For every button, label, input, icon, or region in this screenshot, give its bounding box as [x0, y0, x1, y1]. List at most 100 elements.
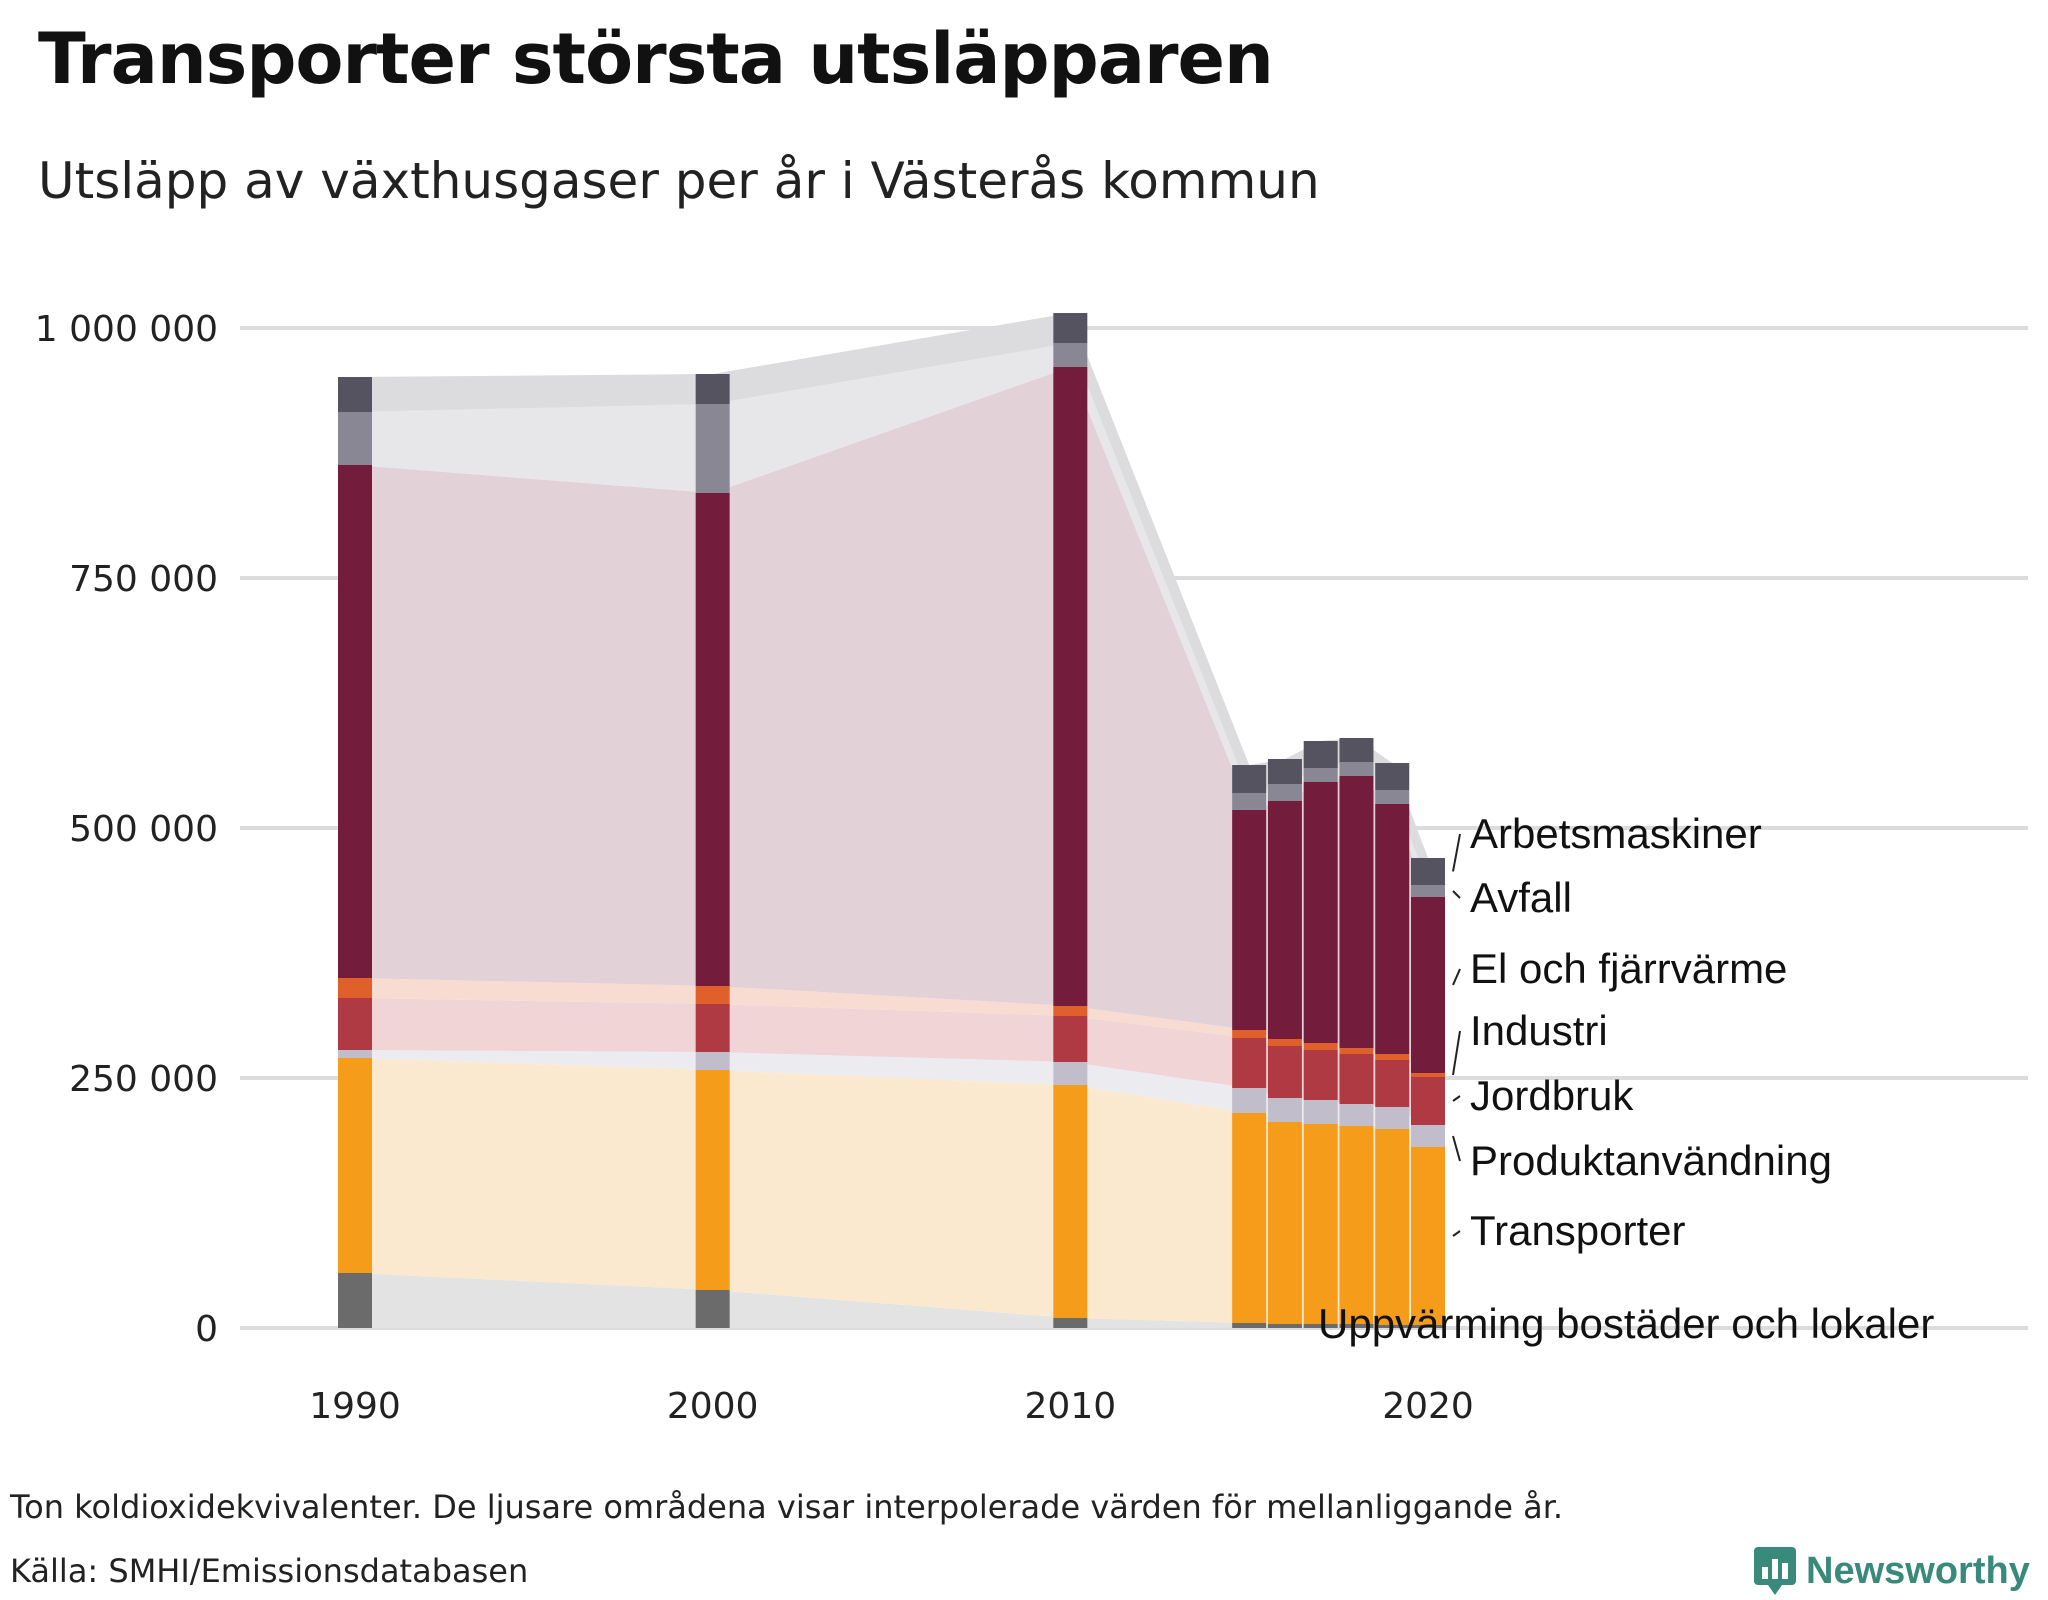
y-tick-label: 1 000 000 [35, 309, 218, 350]
series-label: Arbetsmaskiner [1470, 810, 1762, 857]
bar-segment [1375, 763, 1410, 790]
bar-segment [1303, 782, 1338, 1043]
bar-segment [338, 978, 372, 998]
bar-segment [338, 465, 372, 978]
bar-segment [338, 412, 372, 465]
series-label: Uppvärming bostäder och lokaler [1318, 1300, 1934, 1347]
bar-segment [1375, 1107, 1410, 1129]
bar-segment [1339, 738, 1374, 762]
area-1 [355, 1058, 1428, 1325]
bar-segment [1303, 768, 1338, 782]
bar-segment [695, 1070, 730, 1290]
y-tick-label: 250 000 [69, 1059, 218, 1100]
bar-segment [1267, 1122, 1302, 1324]
bar-segment [1303, 741, 1338, 768]
bars [338, 313, 1445, 1328]
bar-segment [1339, 1054, 1374, 1104]
bar-segment [1375, 1325, 1410, 1328]
bar-segment [1267, 784, 1302, 801]
bar-segment [338, 1050, 372, 1058]
brand-logo: Newsworthy [1752, 1545, 2030, 1597]
bar-segment [695, 1290, 730, 1328]
bar-segment [1303, 1100, 1338, 1124]
bar-segment [1232, 1323, 1267, 1328]
bar-segment [1339, 1104, 1374, 1126]
y-tick-label: 750 000 [69, 559, 218, 600]
bar-segment [1053, 343, 1088, 367]
bar-segment [1232, 793, 1267, 810]
leader-line [1452, 968, 1461, 986]
bar-segment [695, 493, 730, 986]
bar-segment [1053, 1006, 1088, 1016]
bar-segment [1339, 1048, 1374, 1054]
bar-segment [1232, 1113, 1267, 1323]
y-tick-label: 0 [195, 1309, 218, 1350]
bar-segment [338, 1058, 372, 1273]
bar-segment [1232, 810, 1267, 1030]
bar-segment [338, 1273, 372, 1328]
bar-segment [695, 374, 730, 404]
chart-title: Transporter största utsläpparen [38, 18, 1274, 100]
bar-segment [1267, 1098, 1302, 1122]
bar-segment [695, 986, 730, 1004]
bar-segment [1303, 1050, 1338, 1100]
area-0 [355, 1273, 1428, 1328]
bar-segment [1339, 1324, 1374, 1328]
bar-segment [338, 998, 372, 1050]
bar-segment [1053, 313, 1088, 343]
leader-line [1452, 1230, 1461, 1237]
x-tick-label: 2010 [1025, 1386, 1117, 1427]
bar-segment [1303, 1043, 1338, 1050]
bar-segment [1375, 804, 1410, 1054]
area-5 [355, 367, 1428, 1073]
series-labels: Uppvärming bostäder och lokaler Transport… [1318, 810, 1934, 1347]
bar-segment [695, 1052, 730, 1070]
bar-segment [695, 404, 730, 493]
bar-segment [338, 377, 372, 412]
y-axis-ticks: 0 250 000 500 000 750 000 1 000 000 [35, 309, 218, 1350]
series-label: Industri [1470, 1007, 1608, 1054]
area-2 [355, 1050, 1428, 1147]
bar-segment [1411, 1147, 1445, 1325]
leader-line [1452, 1030, 1461, 1076]
series-label: El och fjärrvärme [1470, 945, 1787, 992]
bar-segment [1267, 801, 1302, 1039]
leader-line [1452, 1135, 1461, 1162]
bar-segment [1375, 790, 1410, 804]
bar-segment [695, 1004, 730, 1052]
bar-segment [1267, 1046, 1302, 1098]
brand-name: Newsworthy [1806, 1549, 2030, 1592]
x-axis-ticks: 1990 2000 2010 2020 [309, 1386, 1474, 1427]
interpolated-areas [355, 313, 1428, 1328]
x-tick-label: 1990 [309, 1386, 401, 1427]
stacked-bar-chart: 0 250 000 500 000 750 000 1 000 000 1990 2000… [35, 309, 2028, 1427]
footnote: Ton koldioxidekvivalenter. De ljusare om… [10, 1488, 1564, 1526]
bar-segment [1339, 762, 1374, 776]
bar-segment [1375, 1129, 1410, 1325]
area-4 [355, 978, 1428, 1077]
bar-segment [1267, 1324, 1302, 1328]
bar-segment [1267, 1039, 1302, 1046]
bar-segment [1411, 885, 1445, 897]
y-tick-label: 500 000 [69, 809, 218, 850]
bar-segment [1339, 1126, 1374, 1324]
bar-segment [1232, 1038, 1267, 1088]
x-tick-label: 2020 [1382, 1386, 1474, 1427]
bar-segment [1411, 858, 1445, 885]
bar-segment [1375, 1054, 1410, 1060]
bar-segment [1232, 765, 1267, 793]
bar-segment [1053, 1318, 1088, 1328]
leader-line [1452, 890, 1461, 899]
bar-segment [1232, 1088, 1267, 1113]
bar-segment [1232, 1030, 1267, 1038]
bar-segment [1339, 776, 1374, 1048]
series-label: Produktanvändning [1470, 1137, 1832, 1184]
bar-segment [1411, 1077, 1445, 1125]
newsworthy-logo-icon [1754, 1547, 1796, 1595]
bar-segment [1411, 897, 1445, 1073]
leader-line [1452, 1095, 1461, 1102]
bar-segment [1411, 1125, 1445, 1147]
bar-segment [1375, 1060, 1410, 1107]
leader-line [1452, 833, 1461, 872]
bar-segment [1303, 1324, 1338, 1328]
